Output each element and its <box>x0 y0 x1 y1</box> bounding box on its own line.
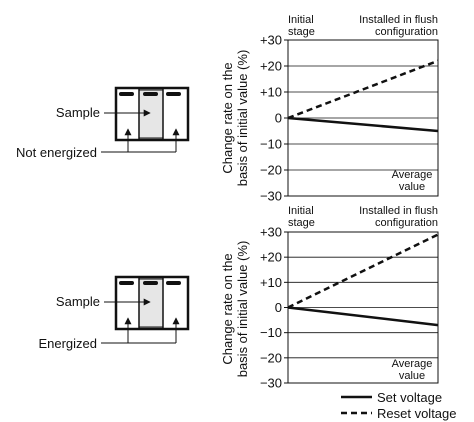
sample-label: Sample <box>56 294 100 309</box>
y-axis-label: basis of initial value (%) <box>235 50 250 187</box>
relay-terminal <box>119 281 134 285</box>
legend-label-set-voltage: Set voltage <box>377 390 442 405</box>
x-end-label: configuration <box>375 217 438 229</box>
y-tick-label: 0 <box>275 300 282 315</box>
relay-terminal <box>166 92 181 96</box>
relay-diagram-2: Sample Energized <box>38 275 190 351</box>
x-end-label: Installed in flush <box>359 14 438 26</box>
relay-terminal <box>143 92 158 96</box>
y-tick-label: +20 <box>260 250 282 265</box>
y-tick-label: −30 <box>260 376 282 391</box>
chart-1: Initial stage Installed in flush configu… <box>220 14 439 204</box>
y-tick-label: +30 <box>260 33 282 48</box>
y-axis-label: basis of initial value (%) <box>235 241 250 378</box>
series-line-set-voltage <box>287 306 439 327</box>
y-tick-label: +20 <box>260 59 282 74</box>
relay-diagram-1: Sample Not energized <box>16 86 190 160</box>
series-lines <box>287 59 439 133</box>
x-end-label: configuration <box>375 26 438 38</box>
annotation: Average <box>392 169 433 181</box>
x-end-label: Installed in flush <box>359 205 438 217</box>
series-line-reset-voltage <box>287 233 439 309</box>
x-start-label: stage <box>288 26 315 38</box>
relay-terminal <box>143 281 158 285</box>
y-tick-labels: +30 +20 +10 0 −10 −20 −30 <box>260 225 288 391</box>
relay-terminal <box>119 92 134 96</box>
condition-label: Not energized <box>16 145 97 160</box>
condition-label: Energized <box>38 336 97 351</box>
y-axis-label: Change rate on the <box>220 253 235 364</box>
y-tick-label: 0 <box>275 111 282 126</box>
x-start-label: Initial <box>288 14 314 26</box>
x-start-label: Initial <box>288 205 314 217</box>
sample-label: Sample <box>56 105 100 120</box>
gridlines <box>288 65 438 171</box>
gridlines <box>288 256 438 359</box>
annotation: value <box>399 370 425 382</box>
y-tick-label: +10 <box>260 275 282 290</box>
sample-relay-body <box>138 89 164 139</box>
y-axis-label: Change rate on the <box>220 62 235 173</box>
y-tick-label: −20 <box>260 163 282 178</box>
y-tick-label: −10 <box>260 137 282 152</box>
y-tick-label: −30 <box>260 189 282 204</box>
y-tick-label: +30 <box>260 225 282 240</box>
legend: Set voltage Reset voltage <box>341 390 457 421</box>
relay-terminal <box>166 281 181 285</box>
x-start-label: stage <box>288 217 315 229</box>
legend-label-reset-voltage: Reset voltage <box>377 406 457 421</box>
series-line-reset-voltage <box>287 59 439 120</box>
series-lines <box>287 233 439 327</box>
annotation: value <box>399 181 425 193</box>
sample-relay-body <box>138 278 164 328</box>
y-tick-labels: +30 +20 +10 0 −10 −20 −30 <box>260 33 288 204</box>
series-line-set-voltage <box>287 116 439 133</box>
chart-2: Initial stage Installed in flush configu… <box>220 205 439 391</box>
y-tick-label: +10 <box>260 85 282 100</box>
y-tick-label: −20 <box>260 350 282 365</box>
y-tick-label: −10 <box>260 325 282 340</box>
annotation: Average <box>392 358 433 370</box>
